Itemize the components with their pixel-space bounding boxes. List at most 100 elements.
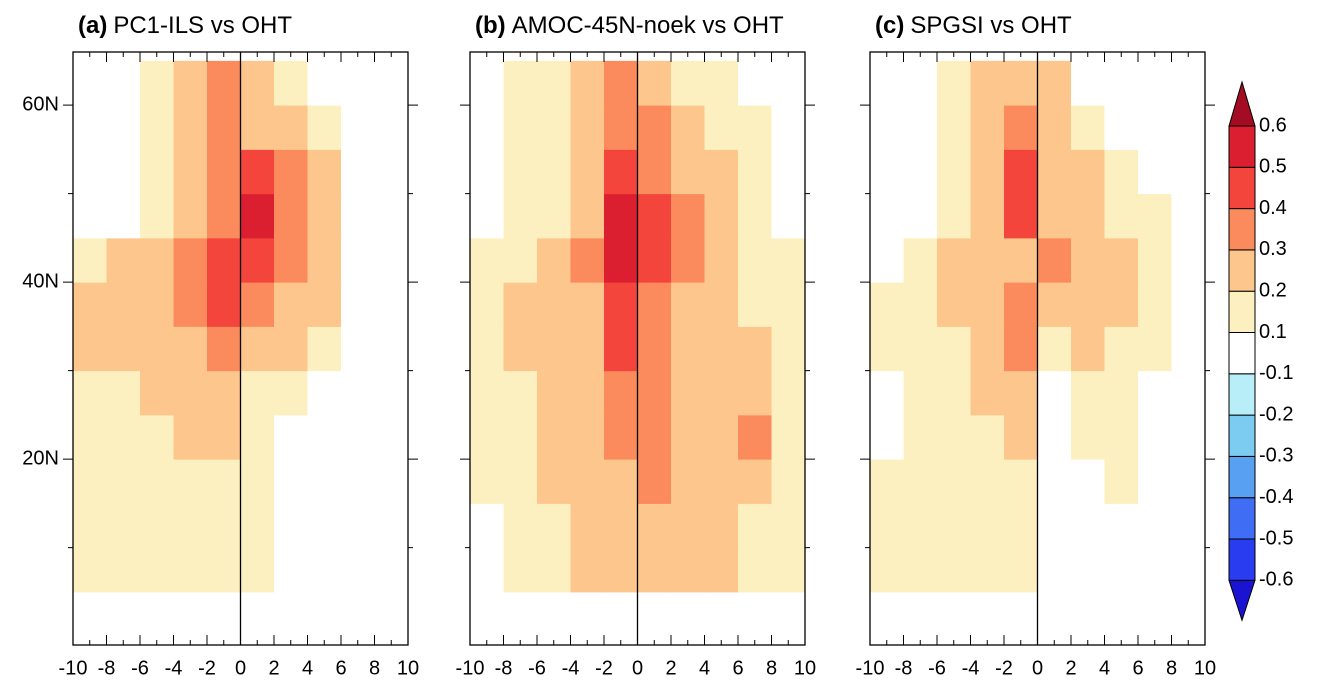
cell	[470, 282, 504, 327]
cell	[240, 149, 275, 195]
cell	[671, 459, 705, 504]
cell	[637, 503, 672, 549]
x-tick-label: -8	[495, 657, 513, 679]
cell	[771, 414, 806, 460]
cell	[1037, 105, 1072, 150]
panel-title-text: SPGSI vs OHT	[910, 12, 1072, 39]
cell	[341, 326, 375, 372]
cell	[637, 370, 672, 416]
x-tick-label: 8	[369, 657, 380, 679]
cell	[240, 237, 275, 283]
cell	[106, 370, 141, 416]
cell	[1071, 503, 1105, 549]
cell	[1071, 60, 1105, 106]
cell	[903, 282, 938, 327]
cell	[106, 149, 141, 195]
cell	[771, 370, 806, 416]
cell	[1138, 326, 1172, 372]
cell	[1037, 237, 1072, 283]
cell	[307, 105, 342, 150]
cell	[937, 370, 971, 416]
cell	[604, 326, 638, 372]
cell	[140, 414, 174, 460]
cell	[1004, 60, 1038, 106]
colorbar-extend	[1228, 80, 1256, 127]
cell	[637, 237, 672, 283]
cell	[503, 282, 538, 327]
cell	[1104, 282, 1139, 327]
cell	[374, 326, 409, 372]
cell	[1071, 459, 1105, 504]
cell	[173, 60, 208, 106]
cell	[671, 149, 705, 195]
x-tick-label: -4	[962, 657, 980, 679]
cell	[503, 326, 538, 372]
cell	[970, 370, 1005, 416]
cell	[470, 370, 504, 416]
cell	[537, 414, 571, 460]
colorbar-extend	[1228, 579, 1256, 622]
cell	[470, 326, 504, 372]
cell	[870, 149, 904, 195]
x-tick-label: 4	[302, 657, 313, 679]
cell	[570, 193, 605, 239]
cell	[537, 60, 571, 106]
colorbar-bin	[1228, 497, 1256, 540]
cell	[140, 370, 174, 416]
cell	[537, 459, 571, 504]
cell	[374, 193, 409, 239]
cell	[671, 414, 705, 460]
cell	[704, 149, 739, 195]
cell	[307, 149, 342, 195]
cell	[240, 459, 275, 504]
cell	[704, 105, 739, 150]
cell	[274, 370, 308, 416]
cell	[771, 105, 806, 150]
cell	[374, 149, 409, 195]
cell	[704, 282, 739, 327]
cell	[738, 282, 772, 327]
cell	[604, 193, 638, 239]
cell	[1138, 503, 1172, 549]
cell	[1037, 547, 1072, 593]
cell	[704, 503, 739, 549]
x-tick-label: 10	[1194, 657, 1216, 679]
cell	[537, 237, 571, 283]
cell	[771, 193, 806, 239]
cell	[1171, 149, 1206, 195]
cell	[903, 459, 938, 504]
cell	[671, 193, 705, 239]
cell	[637, 193, 672, 239]
cell	[604, 547, 638, 593]
cell	[1004, 193, 1038, 239]
cell	[970, 414, 1005, 460]
cell	[704, 459, 739, 504]
cell	[738, 459, 772, 504]
cell	[738, 370, 772, 416]
cell	[106, 282, 141, 327]
cell	[570, 60, 605, 106]
cell	[1037, 60, 1072, 106]
cell	[1071, 105, 1105, 150]
cell	[671, 503, 705, 549]
x-tick-label: 6	[1132, 657, 1143, 679]
cell	[73, 282, 107, 327]
x-tick-label: 0	[235, 657, 246, 679]
cell	[870, 503, 904, 549]
colorbar-bin	[1228, 290, 1256, 334]
cell	[970, 459, 1005, 504]
panel-title: (a) PC1-ILS vs OHT	[78, 12, 292, 39]
cell	[704, 237, 739, 283]
cell	[1037, 370, 1072, 416]
cell	[937, 237, 971, 283]
colorbar-label: 0.5	[1259, 156, 1287, 178]
cell	[1004, 282, 1038, 327]
cell	[738, 193, 772, 239]
cell	[106, 503, 141, 549]
colorbar-label: -0.6	[1259, 569, 1293, 591]
cell	[970, 60, 1005, 106]
cell	[274, 149, 308, 195]
cell	[870, 370, 904, 416]
cell	[1004, 414, 1038, 460]
cell	[771, 60, 806, 106]
